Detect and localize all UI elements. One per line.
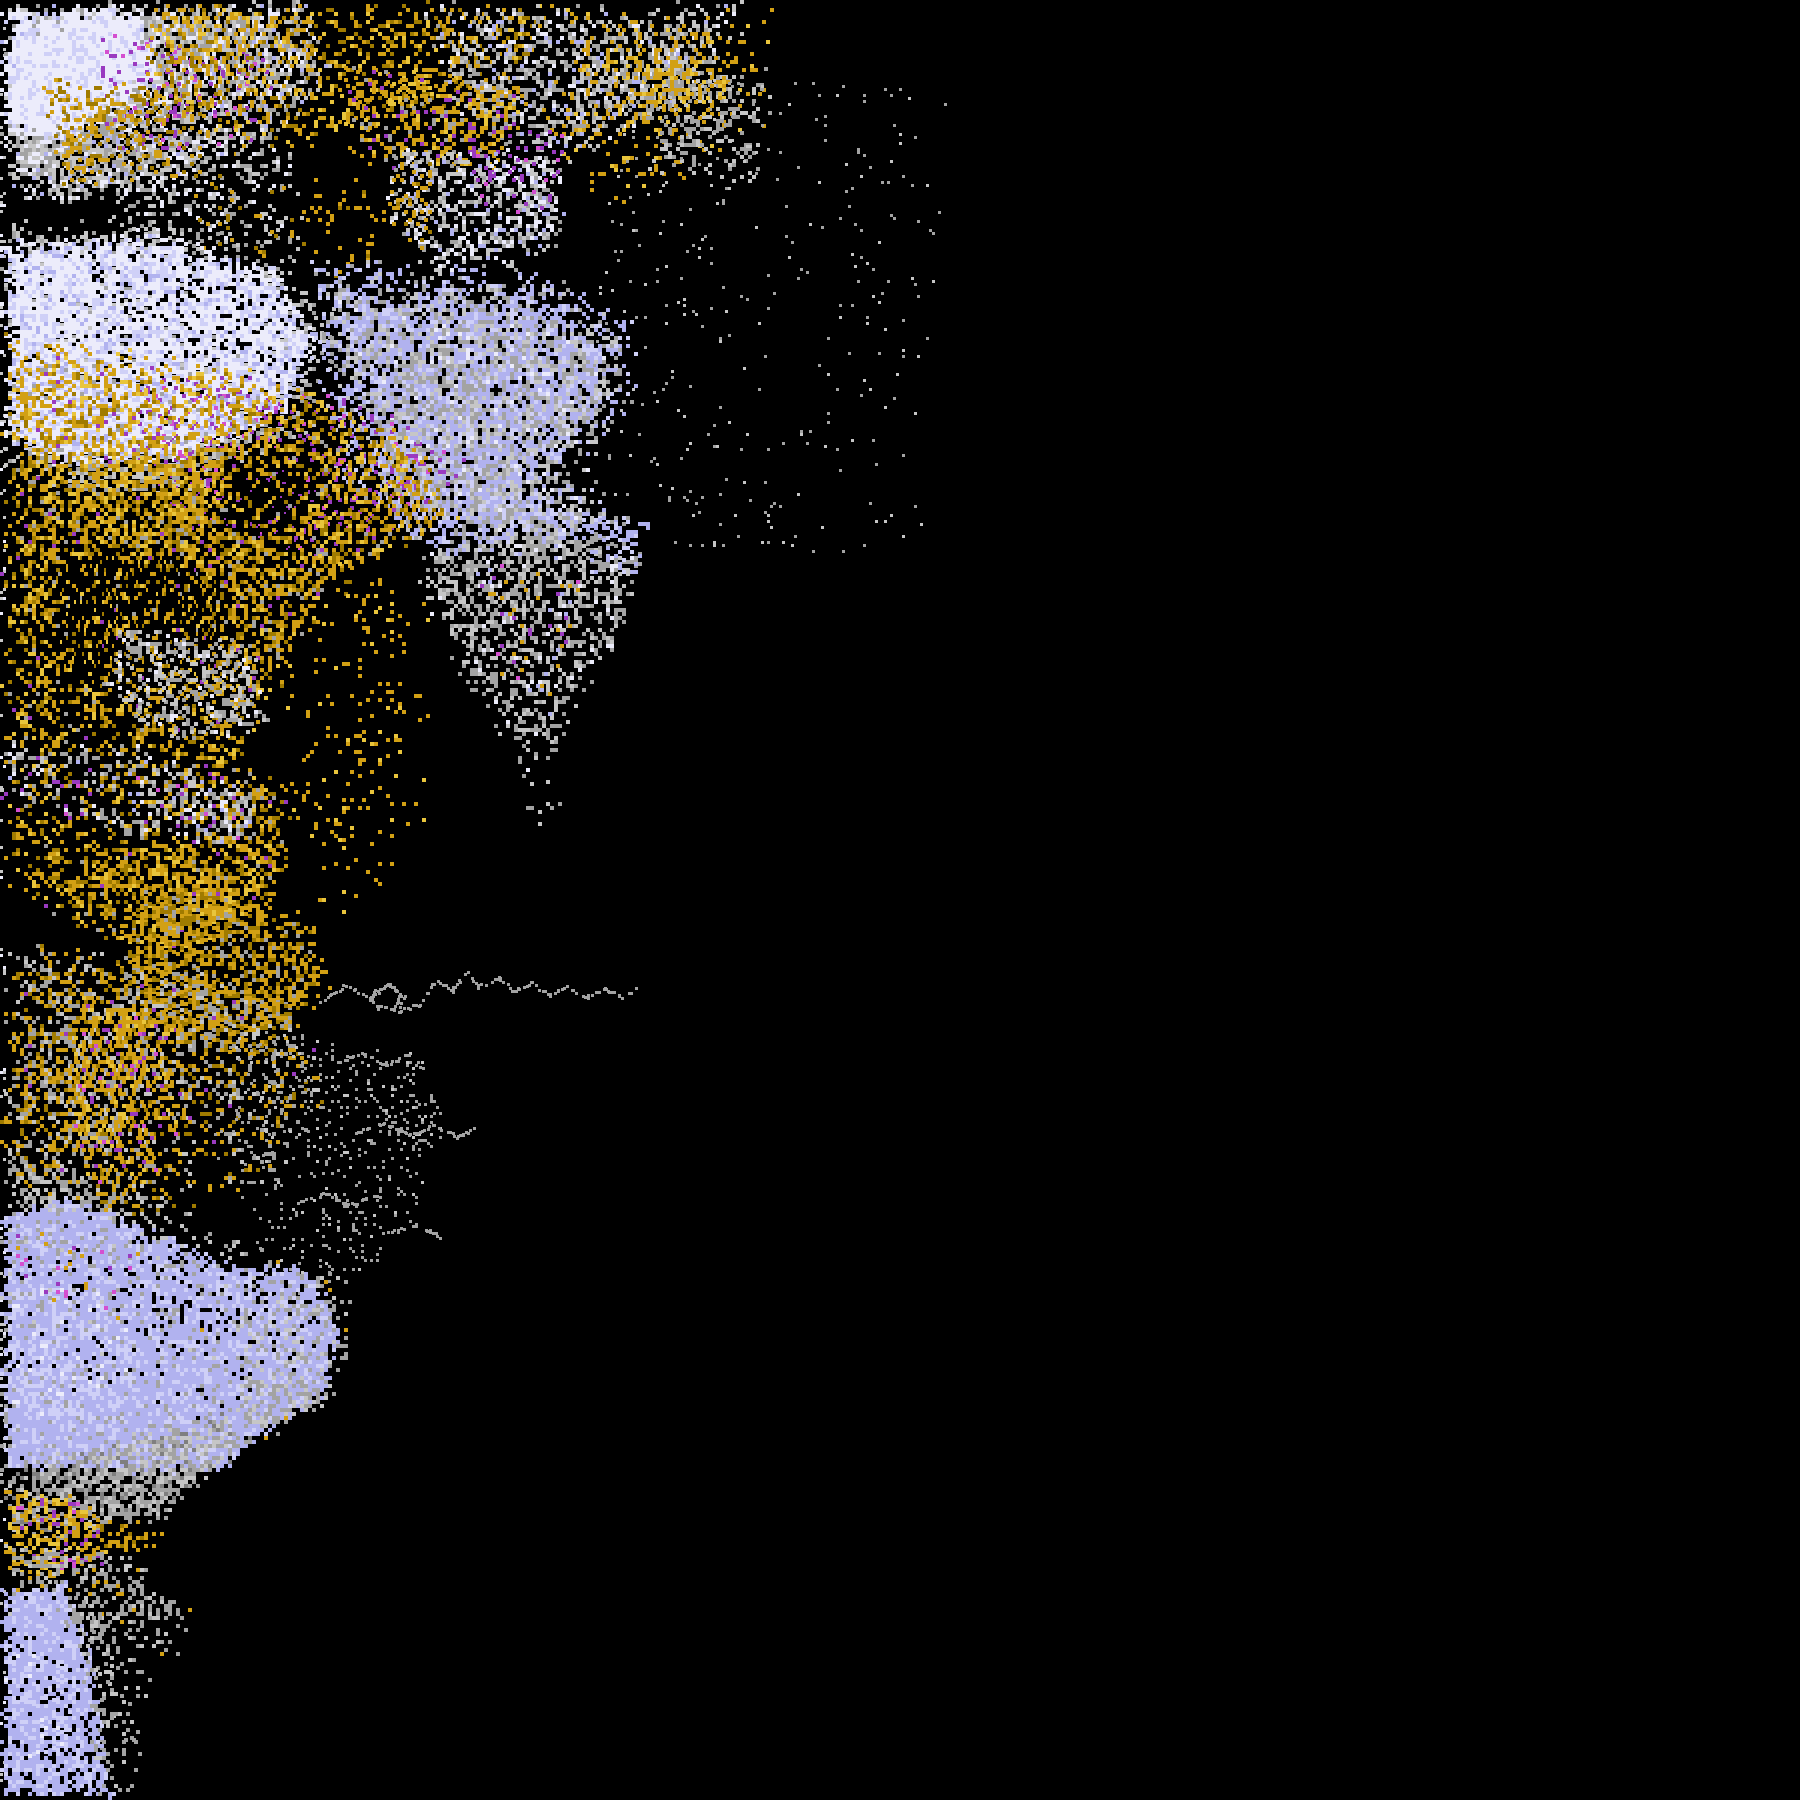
satellite-swath-canvas xyxy=(0,0,1800,1800)
satellite-image xyxy=(0,0,1800,1800)
